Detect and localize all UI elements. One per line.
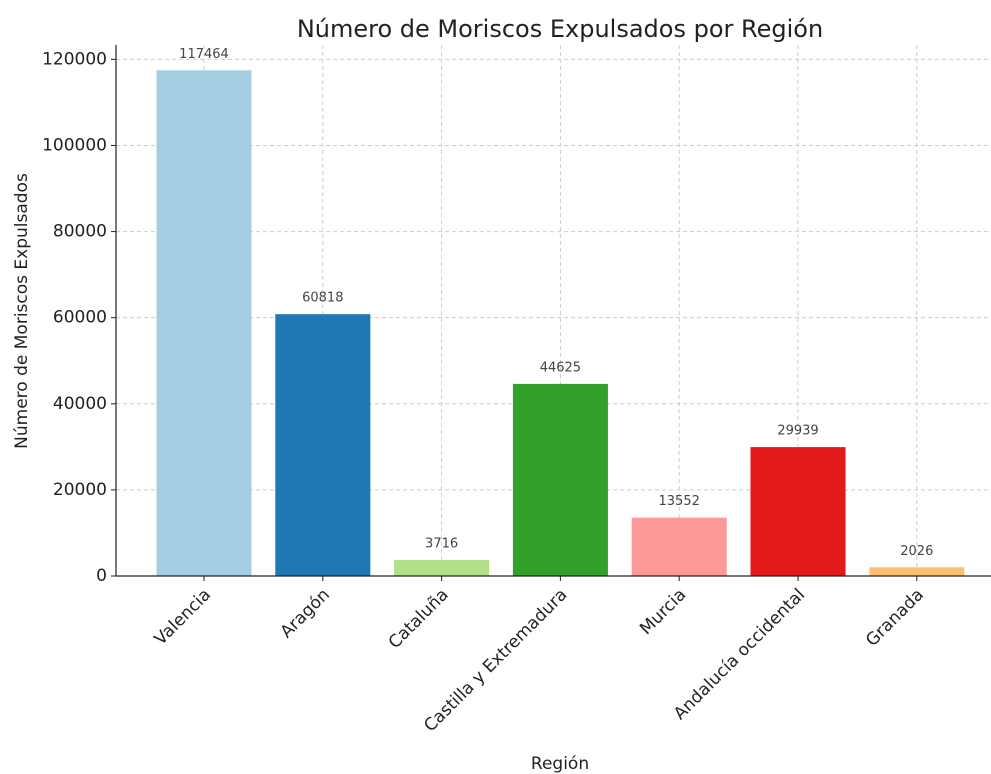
x-tick-label: Cataluña bbox=[385, 585, 453, 653]
value-label: 60818 bbox=[302, 291, 343, 306]
bar bbox=[869, 567, 965, 576]
y-tick-label: 40000 bbox=[53, 394, 107, 414]
x-tick-label: Valencia bbox=[151, 585, 215, 649]
bar bbox=[394, 560, 490, 576]
x-tick-label: Granada bbox=[862, 585, 928, 651]
y-tick-label: 60000 bbox=[53, 308, 107, 328]
y-tick-label: 20000 bbox=[53, 480, 107, 500]
y-tick-label: 100000 bbox=[42, 135, 107, 155]
x-axis-label: Región bbox=[531, 754, 589, 774]
y-tick-label: 0 bbox=[96, 566, 107, 586]
value-label: 3716 bbox=[425, 537, 458, 552]
x-tick-label: Aragón bbox=[277, 585, 334, 642]
bar bbox=[512, 383, 608, 576]
bar bbox=[156, 70, 252, 576]
value-label: 29939 bbox=[777, 424, 818, 439]
y-tick-label: 80000 bbox=[53, 222, 107, 242]
x-tick-label: Andalucía occidental bbox=[670, 585, 809, 724]
chart-title: Número de Moriscos Expulsados por Región bbox=[297, 15, 823, 43]
bar bbox=[631, 517, 727, 576]
value-label: 13552 bbox=[659, 494, 700, 509]
y-axis-label: Número de Moriscos Expulsados bbox=[12, 173, 32, 449]
value-label: 44625 bbox=[540, 360, 581, 375]
y-tick-label: 120000 bbox=[42, 49, 107, 69]
value-label: 117464 bbox=[179, 47, 229, 62]
bar bbox=[275, 314, 371, 576]
x-tick-label: Murcia bbox=[636, 585, 690, 639]
bar bbox=[750, 447, 846, 576]
value-label: 2026 bbox=[900, 544, 933, 559]
